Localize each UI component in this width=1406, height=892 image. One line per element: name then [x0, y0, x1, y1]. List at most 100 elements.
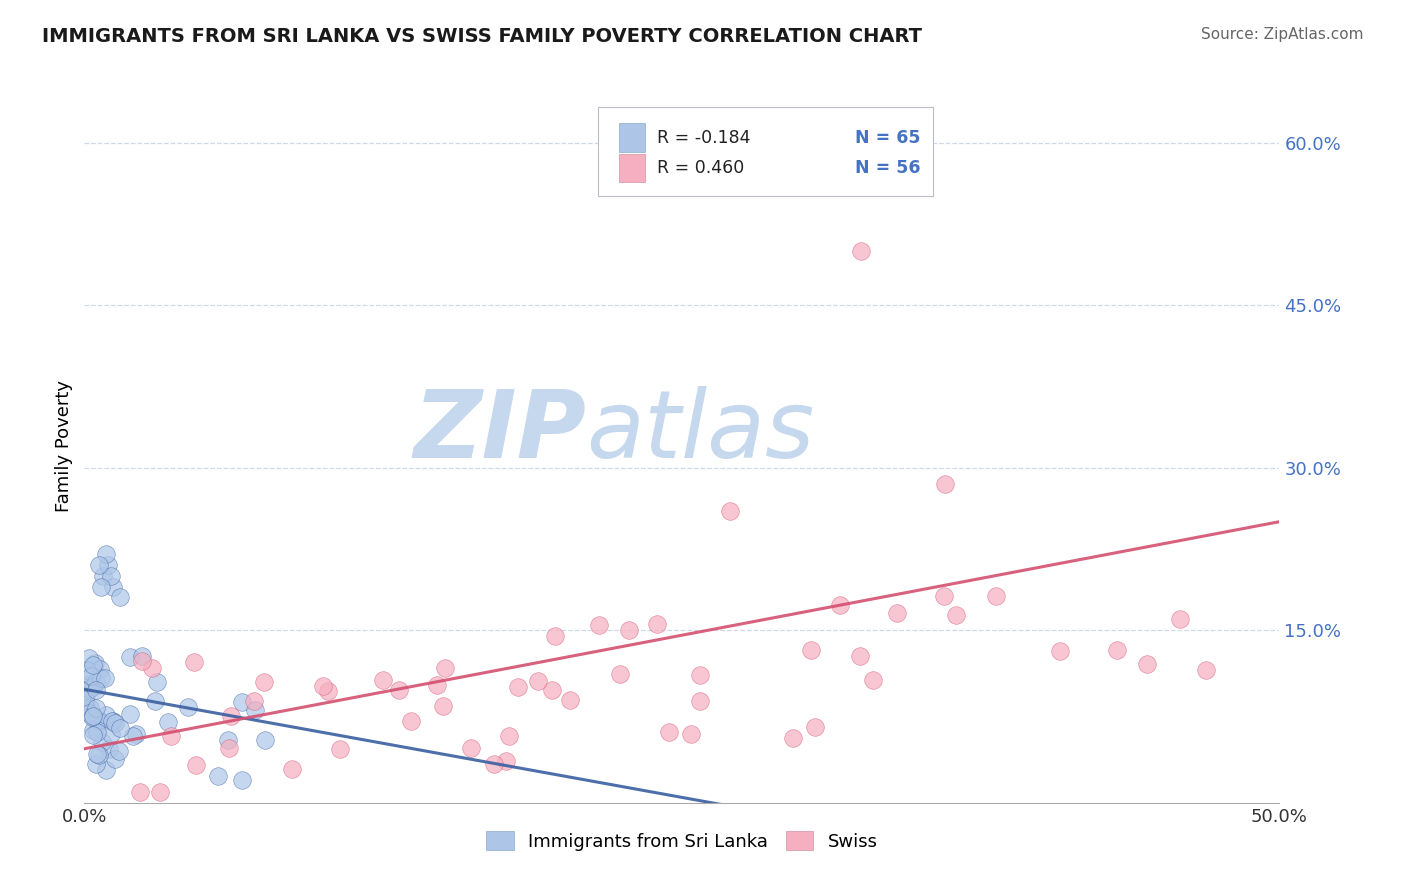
- Point: [101, 580, 124, 594]
- Point: [243, 694, 266, 708]
- Text: ZIP: ZIP: [413, 385, 586, 478]
- Point: [82, 723, 104, 737]
- Point: [1168, 612, 1191, 626]
- Point: [588, 617, 610, 632]
- Point: [253, 675, 276, 690]
- Point: [159, 729, 181, 743]
- Point: [94, 763, 117, 777]
- Point: [804, 720, 827, 734]
- Point: [120, 649, 142, 664]
- Point: [862, 673, 884, 688]
- Point: [101, 714, 124, 728]
- Point: [84, 683, 107, 698]
- Point: [1136, 657, 1159, 671]
- FancyBboxPatch shape: [619, 153, 645, 182]
- Point: [84, 656, 107, 670]
- Point: [231, 773, 253, 788]
- Point: [79, 701, 101, 715]
- Point: [79, 668, 101, 682]
- Point: [149, 785, 172, 799]
- Point: [540, 683, 562, 698]
- Point: [120, 707, 142, 722]
- Point: [217, 733, 239, 747]
- Point: [143, 694, 166, 708]
- Point: [156, 714, 179, 729]
- Point: [318, 684, 340, 698]
- Point: [100, 568, 122, 582]
- Point: [97, 742, 120, 756]
- Legend: Immigrants from Sri Lanka, Swiss: Immigrants from Sri Lanka, Swiss: [479, 824, 884, 858]
- Text: N = 65: N = 65: [855, 128, 921, 146]
- Point: [94, 547, 117, 561]
- Point: [647, 617, 669, 632]
- Point: [617, 624, 640, 638]
- Text: Source: ZipAtlas.com: Source: ZipAtlas.com: [1201, 27, 1364, 42]
- Point: [886, 607, 908, 621]
- Point: [108, 722, 131, 736]
- Point: [207, 769, 229, 783]
- Point: [329, 741, 352, 756]
- Y-axis label: Family Poverty: Family Poverty: [55, 380, 73, 512]
- Point: [124, 726, 146, 740]
- Point: [281, 762, 304, 776]
- Point: [141, 661, 163, 675]
- Point: [79, 651, 101, 665]
- Point: [75, 688, 97, 702]
- Point: [231, 695, 253, 709]
- Point: [110, 591, 132, 605]
- Point: [544, 630, 567, 644]
- Point: [80, 681, 103, 695]
- Point: [86, 675, 108, 690]
- Point: [103, 714, 125, 729]
- Point: [104, 715, 127, 730]
- Point: [689, 694, 711, 708]
- Point: [219, 709, 242, 723]
- Point: [146, 675, 169, 690]
- FancyBboxPatch shape: [619, 123, 645, 152]
- Point: [254, 732, 277, 747]
- Point: [131, 654, 153, 668]
- Point: [689, 667, 711, 681]
- Point: [77, 682, 100, 697]
- Point: [86, 747, 108, 761]
- Point: [104, 752, 127, 766]
- Point: [526, 674, 548, 689]
- Point: [89, 713, 111, 727]
- Point: [312, 679, 335, 693]
- Point: [90, 580, 112, 594]
- Point: [399, 714, 422, 728]
- Point: [75, 678, 97, 692]
- Point: [498, 729, 520, 743]
- Point: [183, 655, 205, 669]
- Point: [76, 663, 98, 677]
- Text: atlas: atlas: [586, 386, 814, 477]
- Point: [849, 648, 872, 663]
- Point: [508, 680, 530, 694]
- Point: [80, 710, 103, 724]
- Point: [371, 673, 394, 687]
- Point: [108, 744, 131, 758]
- Point: [86, 713, 108, 727]
- Point: [93, 568, 115, 582]
- Point: [484, 757, 506, 772]
- Point: [782, 731, 804, 746]
- Point: [718, 504, 741, 518]
- Point: [388, 682, 411, 697]
- Point: [86, 724, 108, 739]
- Point: [73, 693, 96, 707]
- Point: [945, 608, 967, 623]
- Point: [94, 671, 117, 685]
- Point: [131, 648, 153, 663]
- Point: [934, 476, 956, 491]
- Point: [90, 735, 112, 749]
- Point: [75, 701, 97, 715]
- Point: [1107, 642, 1129, 657]
- Point: [830, 598, 852, 612]
- Text: R = -0.184: R = -0.184: [657, 128, 751, 146]
- Point: [432, 698, 454, 713]
- Point: [495, 754, 517, 768]
- Text: IMMIGRANTS FROM SRI LANKA VS SWISS FAMILY POVERTY CORRELATION CHART: IMMIGRANTS FROM SRI LANKA VS SWISS FAMIL…: [42, 27, 922, 45]
- Point: [851, 244, 873, 259]
- Point: [87, 747, 110, 762]
- Point: [77, 706, 100, 720]
